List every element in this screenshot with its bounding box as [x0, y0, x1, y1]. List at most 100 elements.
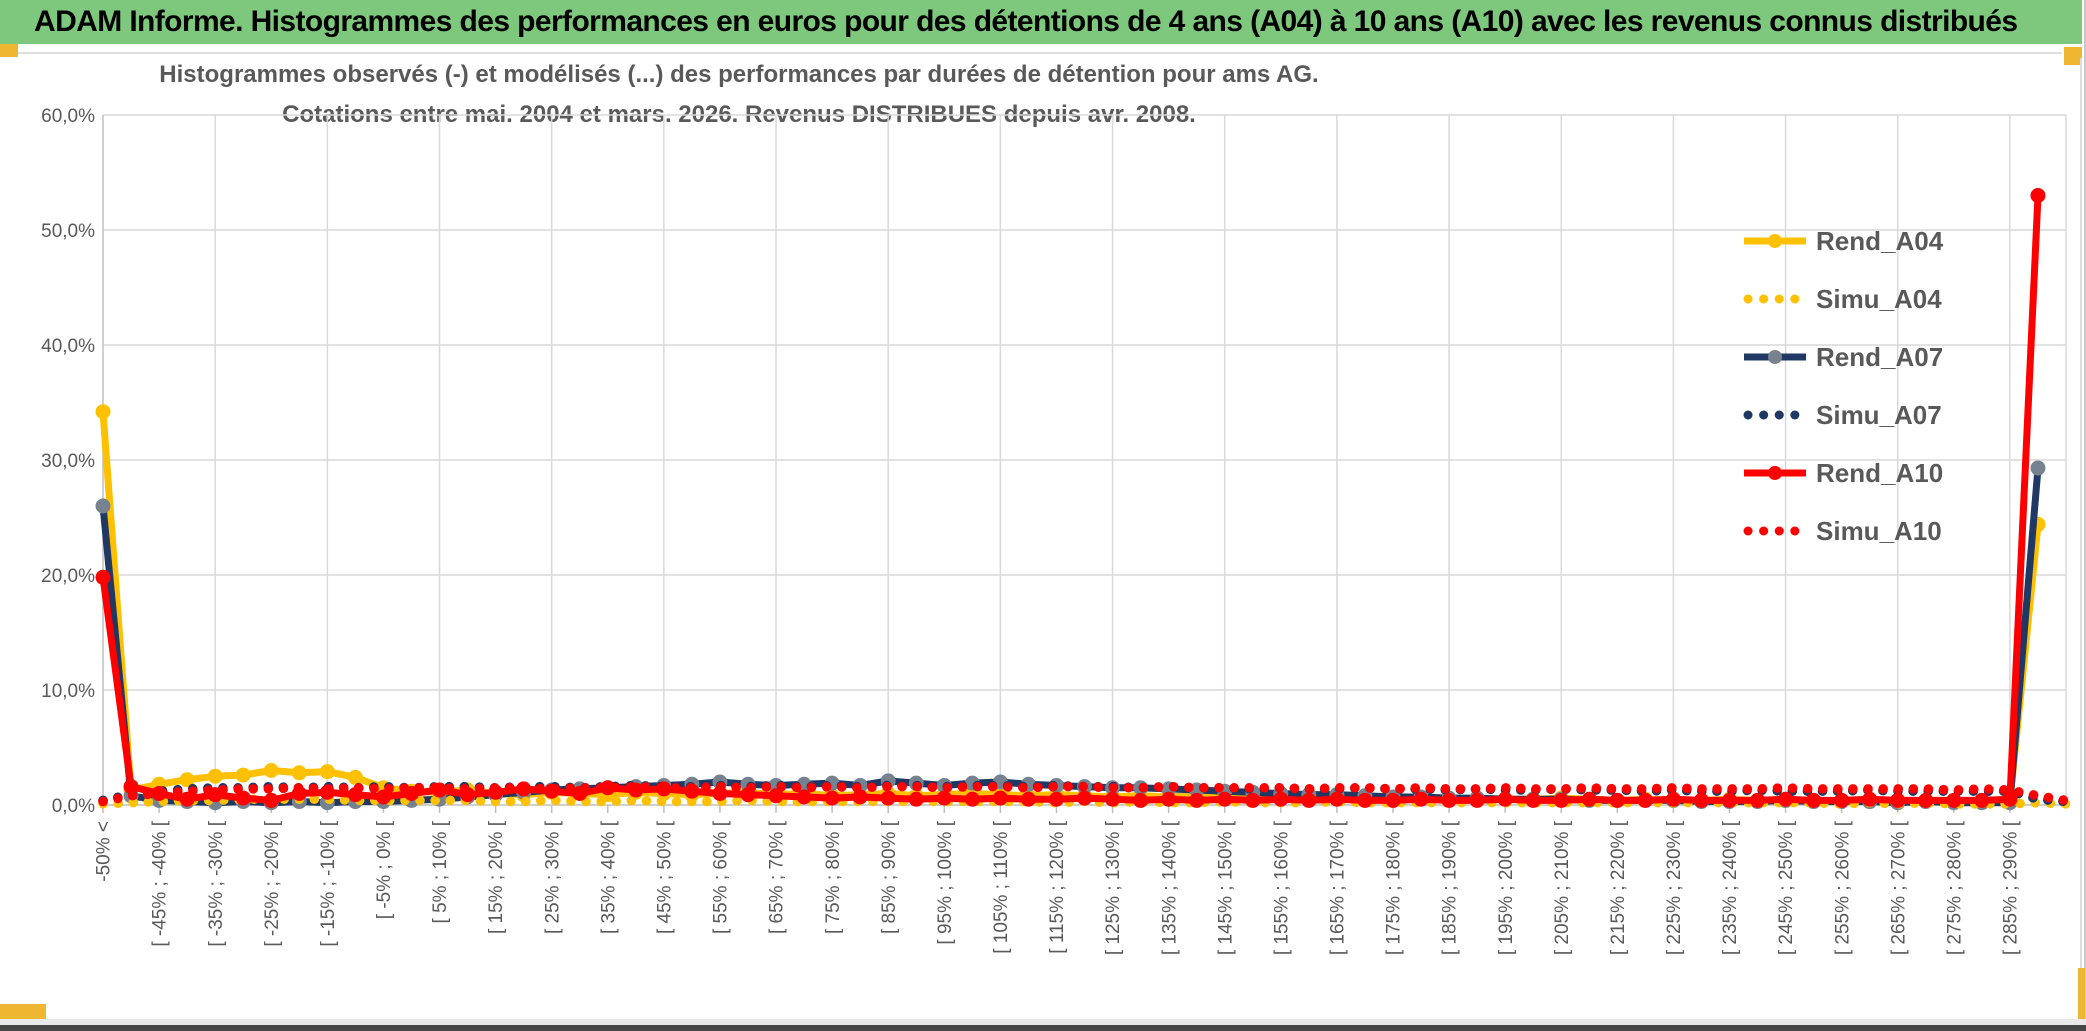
x-axis-tick-label: [ -25% ; -20% [	[262, 820, 283, 946]
legend-label: Simu_A04	[1816, 283, 1942, 314]
x-axis-tick-label: [ 225% ; 230% [	[1664, 820, 1685, 955]
legend-sample-solid-icon	[1744, 234, 1806, 248]
series-marker-Rend_A10	[796, 789, 812, 805]
series-marker-Rend_A10	[1189, 792, 1205, 808]
x-axis-tick-label: [ 105% ; 110% [	[991, 820, 1012, 953]
legend-item-Simu_A04: Simu_A04	[1742, 270, 1943, 328]
series-marker-Rend_A10	[1581, 791, 1597, 807]
series-marker-Rend_A10	[2002, 791, 2018, 807]
series-marker-Rend_A10	[123, 779, 139, 795]
series-marker-Rend_A10	[684, 783, 700, 799]
legend-item-Rend_A07: Rend_A07	[1742, 328, 1943, 386]
series-marker-Rend_A10	[1806, 792, 1822, 808]
x-axis-tick-label: [ 275% ; 280% [	[1944, 820, 1965, 955]
series-marker-Rend_A10	[207, 787, 223, 803]
bottom-strip	[0, 1019, 2086, 1025]
x-axis-tick-label: [ 35% ; 40% [	[598, 820, 619, 934]
chart-legend: Rend_A04 Simu_A04 Rend_A07 Simu_A07 Rend_A10…	[1742, 212, 1943, 560]
series-marker-Rend_A10	[1525, 792, 1541, 808]
gold-accent-bottom-left	[0, 1004, 46, 1019]
page-right-edge	[2080, 58, 2082, 1018]
series-marker-Rend_A10	[908, 791, 924, 807]
series-marker-Rend_A10	[1329, 791, 1345, 807]
series-line-Rend_A10	[99, 195, 2042, 804]
series-marker-Rend_A10	[291, 786, 307, 801]
x-axis-tick-label: [ 45% ; 50% [	[655, 820, 676, 934]
series-marker-Rend_A10	[1778, 791, 1794, 807]
x-axis-tick-label: [ -45% ; -40% [	[150, 820, 171, 946]
x-axis-tick-label: [ 175% ; 180% [	[1384, 820, 1405, 955]
series-marker-Rend_A10	[1609, 792, 1625, 808]
x-axis-tick-label: [ 115% ; 120% [	[1047, 820, 1068, 953]
gold-accent-top-left	[0, 44, 18, 57]
series-marker-Rend_A10	[1721, 792, 1737, 808]
series-marker-Rend_A10	[1413, 791, 1429, 807]
series-marker-Rend_A10	[740, 787, 756, 803]
y-axis-tick-label: 20,0%	[41, 566, 95, 587]
series-marker-Rend_A10	[235, 790, 251, 806]
y-axis-tick-label: 10,0%	[41, 681, 95, 702]
series-marker-Rend_A10	[600, 780, 616, 796]
report-title: ADAM Informe. Histogrammes des performan…	[34, 5, 2018, 38]
y-axis-tick-label: 30,0%	[41, 451, 95, 472]
series-marker-Rend_A07	[95, 498, 111, 514]
series-marker-Rend_A10	[768, 788, 784, 804]
x-axis-tick-label: [ 255% ; 260% [	[1832, 820, 1853, 955]
series-marker-Rend_A04	[347, 769, 363, 785]
x-axis-tick-label: [ 85% ; 90% [	[879, 820, 900, 934]
series-marker-Rend_A10	[179, 791, 195, 807]
series-marker-Rend_A10	[1834, 792, 1850, 808]
chart-title-line1: Histogrammes observés (-) et modélisés (…	[159, 61, 1319, 88]
series-marker-Rend_A10	[488, 784, 504, 800]
series-marker-Rend_A10	[1637, 792, 1653, 808]
y-axis-tick-label: 40,0%	[41, 336, 95, 357]
x-axis-tick-label: [ 155% ; 160% [	[1271, 820, 1292, 955]
gold-accent-right	[2078, 968, 2085, 1026]
report-header-bar: ADAM Informe. Histogrammes des performan…	[0, 0, 2082, 44]
legend-label: Rend_A04	[1816, 225, 1944, 256]
series-marker-Rend_A10	[319, 784, 335, 800]
series-marker-Rend_A10	[992, 790, 1008, 806]
series-marker-Rend_A10	[712, 786, 728, 801]
x-axis-tick-label: [ 65% ; 70% [	[767, 820, 788, 934]
x-axis-tick-label: [ 165% ; 170% [	[1328, 820, 1349, 955]
series-marker-Rend_A10	[1020, 791, 1036, 807]
series-marker-Rend_A10	[628, 782, 644, 798]
x-axis-tick-label: [ -5% ; 0% [	[374, 820, 395, 919]
series-marker-Rend_A10	[516, 781, 532, 797]
x-axis-tick-label: [ 5% ; 10% [	[430, 820, 451, 923]
series-marker-Rend_A10	[880, 790, 896, 806]
series-marker-Rend_A04	[179, 772, 195, 788]
x-axis-tick-label: [ 145% ; 150% [	[1215, 820, 1236, 955]
bottom-edge	[0, 1025, 2086, 1031]
series-marker-Rend_A10	[1469, 792, 1485, 808]
x-axis-tick-label: [ 25% ; 30% [	[542, 820, 563, 934]
series-marker-Rend_A10	[1693, 792, 1709, 808]
x-axis-tick-label: [ 135% ; 140% [	[1159, 820, 1180, 955]
header-divider	[18, 52, 2062, 54]
legend-item-Simu_A10: Simu_A10	[1742, 502, 1943, 560]
series-marker-Rend_A10	[1357, 792, 1373, 808]
x-axis-tick-label: [ 265% ; 270% [	[1888, 820, 1909, 955]
series-marker-Rend_A10	[1665, 791, 1681, 807]
legend-label: Rend_A10	[1816, 457, 1944, 488]
x-axis-tick-label: [ 125% ; 130% [	[1103, 820, 1124, 955]
series-marker-Rend_A04	[263, 763, 279, 778]
series-marker-Rend_A04	[235, 767, 251, 783]
series-marker-Rend_A04	[319, 764, 335, 780]
series-marker-Rend_A10	[1862, 791, 1878, 807]
x-axis-tick-label: [ 15% ; 20% [	[486, 820, 507, 934]
series-marker-Rend_A10	[544, 783, 560, 799]
x-axis-tick-label: [ 195% ; 200% [	[1496, 820, 1517, 955]
series-marker-Rend_A10	[95, 569, 111, 585]
series-marker-Rend_A10	[1918, 792, 1934, 808]
series-marker-Rend_A10	[1385, 792, 1401, 808]
series-marker-Rend_A04	[291, 765, 307, 781]
series-marker-Rend_A10	[1750, 792, 1766, 808]
series-marker-Rend_A10	[824, 790, 840, 806]
series-marker-Rend_A10	[1946, 792, 1962, 808]
legend-label: Rend_A07	[1816, 341, 1944, 372]
series-marker-Rend_A10	[1105, 791, 1121, 807]
x-axis-tick-label: [ 205% ; 210% [	[1552, 820, 1573, 955]
series-marker-Rend_A10	[1974, 792, 1990, 808]
